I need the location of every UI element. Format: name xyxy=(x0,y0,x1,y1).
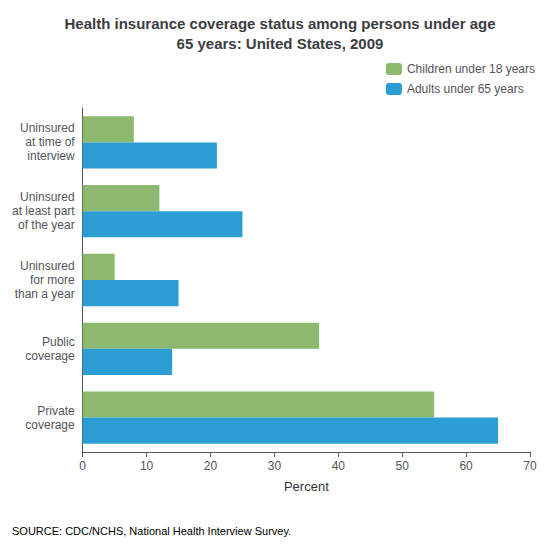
svg-text:Percent: Percent xyxy=(284,479,329,494)
svg-text:Adults under 65 years: Adults under 65 years xyxy=(407,82,524,96)
svg-text:SOURCE: CDC/NCHS, National Hea: SOURCE: CDC/NCHS, National Health Interv… xyxy=(12,525,291,537)
svg-text:coverage: coverage xyxy=(25,349,75,363)
svg-text:coverage: coverage xyxy=(25,418,75,432)
svg-text:50: 50 xyxy=(396,459,410,473)
svg-text:30: 30 xyxy=(268,459,282,473)
svg-text:than a year: than a year xyxy=(15,287,75,301)
svg-text:for more: for more xyxy=(30,273,75,287)
svg-text:20: 20 xyxy=(204,459,218,473)
svg-text:Public: Public xyxy=(42,335,75,349)
svg-text:65 years: United States, 2009: 65 years: United States, 2009 xyxy=(177,35,384,52)
svg-text:60: 60 xyxy=(459,459,473,473)
svg-text:interview: interview xyxy=(27,149,75,163)
svg-text:Private: Private xyxy=(37,404,75,418)
svg-text:at time of: at time of xyxy=(25,135,75,149)
svg-text:70: 70 xyxy=(523,459,537,473)
svg-text:Uninsured: Uninsured xyxy=(20,190,75,204)
svg-text:10: 10 xyxy=(140,459,154,473)
svg-text:of the year: of the year xyxy=(18,218,75,232)
svg-text:Uninsured: Uninsured xyxy=(20,121,75,135)
svg-text:Health insurance coverage stat: Health insurance coverage status among p… xyxy=(65,15,496,32)
svg-text:at least part: at least part xyxy=(12,204,75,218)
svg-text:40: 40 xyxy=(332,459,346,473)
svg-text:0: 0 xyxy=(79,459,86,473)
svg-text:Children under 18 years: Children under 18 years xyxy=(407,62,535,76)
svg-text:Uninsured: Uninsured xyxy=(20,259,75,273)
